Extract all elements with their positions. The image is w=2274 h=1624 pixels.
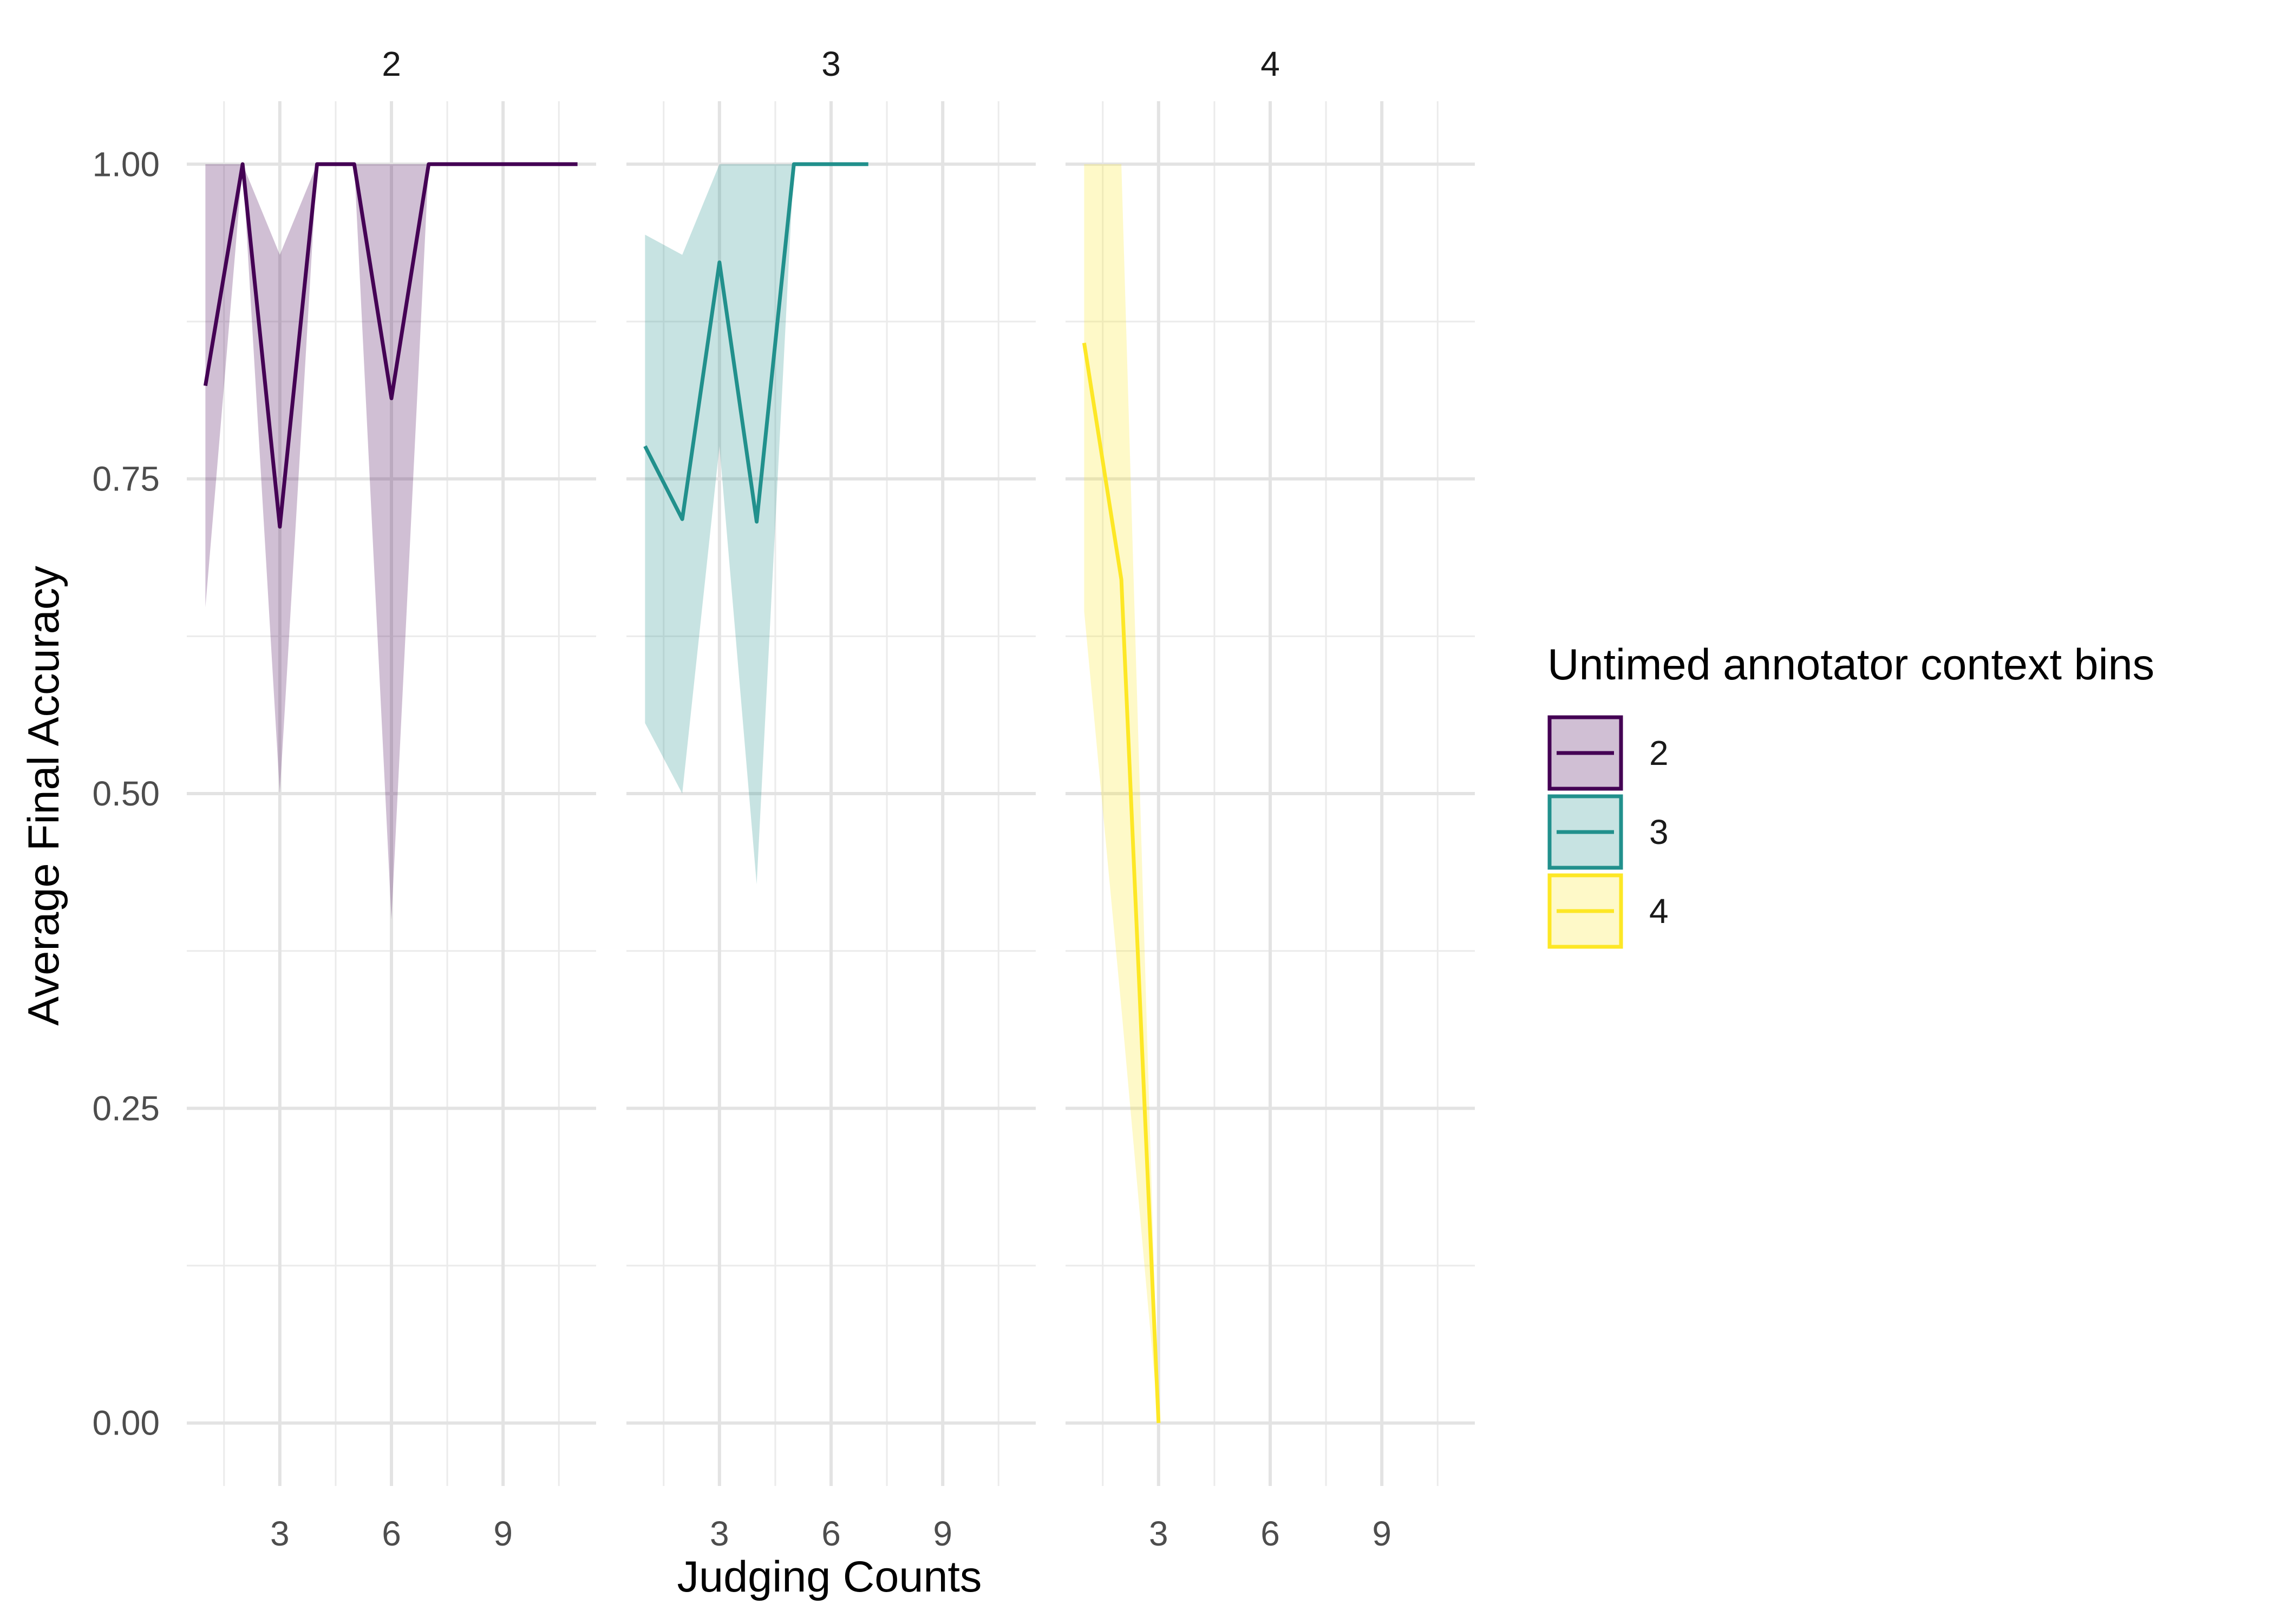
data-point — [463, 162, 468, 166]
data-point — [203, 384, 207, 388]
data-point — [352, 162, 356, 166]
x-tick-label: 6 — [382, 1514, 401, 1553]
series-2 — [203, 162, 580, 920]
data-point — [717, 260, 722, 265]
data-point — [389, 396, 394, 401]
facet-label-3: 3 — [821, 44, 841, 83]
y-tick-label: 0.00 — [92, 1404, 160, 1443]
data-point — [792, 162, 796, 166]
facet-panel-4: 4 3 6 9 — [1066, 44, 1475, 1553]
facet-label-2: 2 — [382, 44, 401, 83]
facet-panels: 2 3 6 9 0.00 0.25 0.50 0.75 1.00 3 3 6 9 4 3 6 9 — [92, 44, 1475, 1553]
x-tick-label: 6 — [1260, 1514, 1280, 1553]
y-axis-label: Average Final Accuracy — [19, 566, 68, 1026]
legend-label-2: 2 — [1649, 734, 1669, 772]
data-point — [538, 162, 543, 166]
data-point — [278, 525, 282, 529]
x-tick-label: 3 — [1149, 1514, 1168, 1553]
y-tick-label: 0.50 — [92, 774, 160, 813]
legend-item-4: 4 — [1547, 873, 1669, 949]
data-point — [576, 162, 580, 166]
legend-item-3: 3 — [1547, 794, 1669, 870]
y-tick-label: 0.25 — [92, 1089, 160, 1128]
confidence-ribbon-3 — [645, 164, 868, 885]
data-point — [1119, 578, 1123, 582]
x-tick-label: 3 — [270, 1514, 290, 1553]
legend-item-2: 2 — [1547, 715, 1669, 791]
series-line-3 — [643, 162, 868, 524]
series-4 — [1082, 164, 1161, 1425]
y-tick-label: 0.75 — [92, 460, 160, 499]
x-axis-label: Judging Counts — [677, 1553, 982, 1601]
legend-label-3: 3 — [1649, 813, 1669, 852]
series-line-2 — [203, 162, 578, 529]
confidence-ribbon-2 — [205, 164, 578, 920]
data-point — [755, 520, 759, 524]
series-line-4 — [1082, 342, 1161, 1423]
x-tick-label: 6 — [821, 1514, 841, 1553]
data-point — [866, 162, 871, 166]
x-tick-label: 9 — [493, 1514, 513, 1553]
data-point — [315, 162, 319, 166]
facet-panel-2: 2 3 6 9 0.00 0.25 0.50 0.75 1.00 — [92, 44, 596, 1553]
legend: Untimed annotator context bins 2 3 4 — [1547, 640, 2154, 949]
data-point — [501, 162, 505, 166]
data-point — [680, 517, 684, 521]
y-tick-label: 1.00 — [92, 145, 160, 184]
x-tick-label: 9 — [1372, 1514, 1391, 1553]
series-3 — [643, 162, 871, 885]
confidence-ribbon-4 — [1084, 164, 1159, 1423]
data-point — [1156, 1421, 1161, 1425]
facet-label-4: 4 — [1260, 44, 1280, 83]
x-tick-label: 9 — [933, 1514, 952, 1553]
data-point — [427, 162, 431, 166]
data-point — [1082, 340, 1086, 345]
x-tick-label: 3 — [710, 1514, 729, 1553]
data-point — [643, 444, 647, 448]
data-point — [240, 162, 245, 166]
legend-title: Untimed annotator context bins — [1547, 640, 2154, 689]
data-point — [829, 162, 833, 166]
facet-panel-3: 3 3 6 9 — [626, 44, 1036, 1553]
legend-label-4: 4 — [1649, 892, 1669, 931]
